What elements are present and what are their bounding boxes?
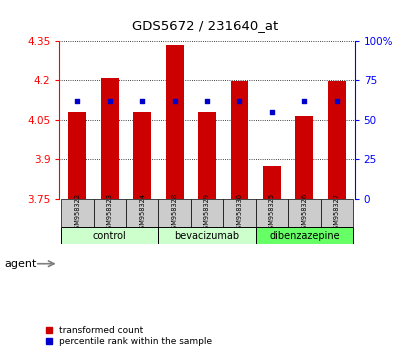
Text: GSM958323: GSM958323	[106, 193, 112, 233]
Bar	[126, 199, 158, 227]
Bar	[158, 227, 255, 244]
Point	[300, 98, 307, 103]
Text: GSM958330: GSM958330	[236, 193, 242, 233]
Text: bevacizumab: bevacizumab	[174, 230, 239, 241]
Text: agent: agent	[4, 259, 36, 269]
Point	[203, 98, 210, 103]
Bar	[223, 199, 255, 227]
Text: GDS5672 / 231640_at: GDS5672 / 231640_at	[132, 19, 277, 32]
Text: GSM958329: GSM958329	[204, 193, 209, 233]
Point	[74, 98, 81, 103]
Bar	[262, 166, 280, 199]
Text: GSM958325: GSM958325	[268, 193, 274, 233]
Bar	[133, 112, 151, 199]
Text: dibenzazepine: dibenzazepine	[268, 230, 339, 241]
Bar	[165, 45, 183, 199]
Text: control: control	[92, 230, 126, 241]
Bar	[327, 81, 345, 199]
Bar	[230, 81, 248, 199]
Point	[333, 98, 339, 103]
Legend: transformed count, percentile rank within the sample: transformed count, percentile rank withi…	[45, 326, 212, 346]
Bar	[61, 227, 158, 244]
Bar	[101, 78, 118, 199]
Text: GSM958322: GSM958322	[74, 193, 80, 233]
Point	[236, 98, 242, 103]
Bar	[198, 112, 216, 199]
Bar	[255, 199, 288, 227]
Point	[106, 98, 113, 103]
Bar	[295, 116, 312, 199]
Bar	[320, 199, 352, 227]
Point	[171, 98, 178, 103]
Bar	[61, 199, 93, 227]
Text: GSM958326: GSM958326	[301, 193, 307, 233]
Bar	[158, 199, 190, 227]
Text: GSM958328: GSM958328	[171, 193, 177, 233]
Text: GSM958324: GSM958324	[139, 193, 145, 233]
Text: GSM958327: GSM958327	[333, 193, 339, 233]
Bar	[288, 199, 320, 227]
Bar	[190, 199, 223, 227]
Bar	[68, 112, 86, 199]
Bar	[255, 227, 352, 244]
Bar	[93, 199, 126, 227]
Point	[139, 98, 145, 103]
Point	[268, 109, 274, 115]
